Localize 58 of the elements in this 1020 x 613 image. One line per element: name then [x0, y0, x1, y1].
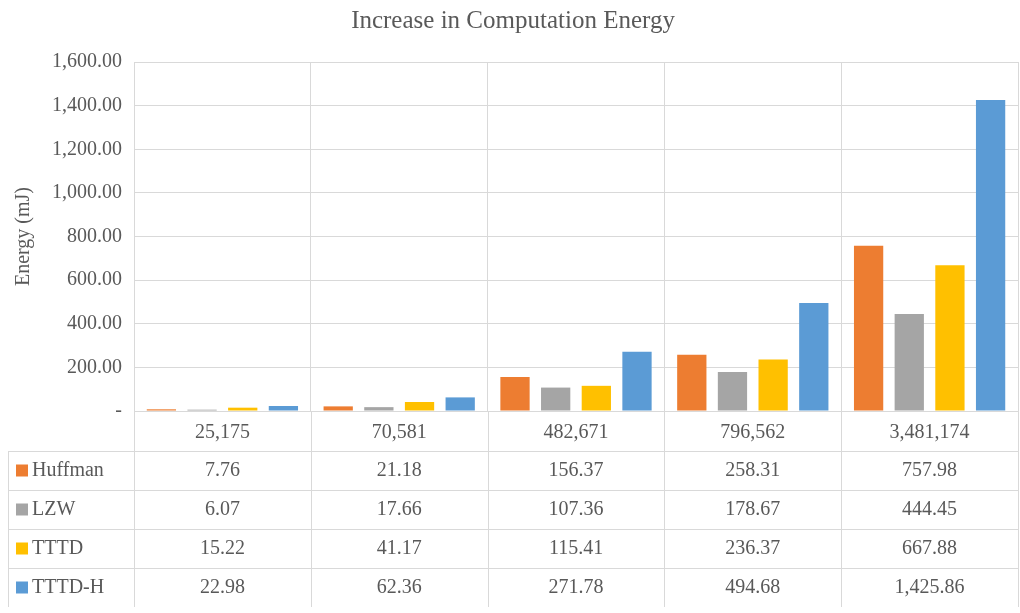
- data-label: 757.98: [902, 457, 958, 480]
- bar: [935, 265, 965, 411]
- y-tick-label: -: [115, 398, 122, 421]
- x-tick-label: 70,581: [371, 420, 427, 443]
- bar: [445, 397, 475, 411]
- bar: [758, 359, 788, 411]
- y-axis-title: Energy (mJ): [11, 186, 35, 287]
- bar: [364, 407, 394, 411]
- data-label: 107.36: [548, 496, 604, 519]
- bar: [799, 303, 829, 411]
- data-label: 21.18: [376, 457, 422, 480]
- bar: [581, 385, 611, 411]
- data-label: 41.17: [376, 535, 422, 558]
- x-tick-label: 25,175: [194, 420, 250, 443]
- y-tick-label: 1,600.00: [52, 49, 122, 72]
- data-label: 6.07: [204, 496, 240, 519]
- bar: [228, 407, 258, 411]
- data-label: 22.98: [199, 574, 245, 597]
- data-label: 156.37: [548, 457, 604, 480]
- legend-label: Huffman: [32, 457, 104, 480]
- y-tick-label: 200.00: [67, 354, 122, 377]
- y-tick-label: 400.00: [67, 311, 122, 333]
- data-label: 15.22: [199, 535, 245, 558]
- data-label: 667.88: [902, 535, 958, 558]
- x-tick-label: 3,481,174: [889, 420, 970, 443]
- y-tick-label: 1,400.00: [52, 92, 122, 115]
- legend-label: TTTD-H: [32, 574, 105, 597]
- data-label: 1,425.86: [894, 574, 965, 597]
- y-tick-label: 800.00: [67, 223, 122, 246]
- bar: [975, 99, 1006, 411]
- data-label: 62.36: [376, 574, 422, 597]
- bar: [404, 402, 435, 411]
- bar: [894, 314, 924, 411]
- bar: [323, 406, 353, 411]
- data-label: 494.68: [725, 574, 781, 597]
- bar: [853, 245, 884, 411]
- data-label: 444.45: [902, 496, 958, 519]
- bar: [268, 405, 299, 411]
- y-tick-label: 600.00: [67, 267, 122, 290]
- bar: [622, 351, 652, 411]
- data-label: 178.67: [725, 496, 781, 519]
- data-label: 271.78: [548, 574, 604, 597]
- data-label: 236.37: [725, 535, 781, 558]
- x-tick-label: 796,562: [720, 420, 786, 443]
- chart-title: Increase in Computation Energy: [351, 5, 676, 33]
- bar: [717, 372, 748, 411]
- data-label: 17.66: [376, 496, 422, 519]
- data-label: 115.41: [548, 535, 604, 558]
- data-label: 7.76: [204, 457, 240, 480]
- legend-label: TTTD: [32, 535, 84, 558]
- bar: [677, 354, 707, 411]
- data-label: 258.31: [725, 457, 781, 480]
- bar: [541, 387, 571, 411]
- y-tick-label: 1,200.00: [52, 136, 122, 159]
- x-tick-label: 482,671: [543, 420, 609, 443]
- bar: [500, 376, 530, 411]
- y-tick-label: 1,000.00: [52, 180, 122, 203]
- legend-label: LZW: [32, 496, 76, 519]
